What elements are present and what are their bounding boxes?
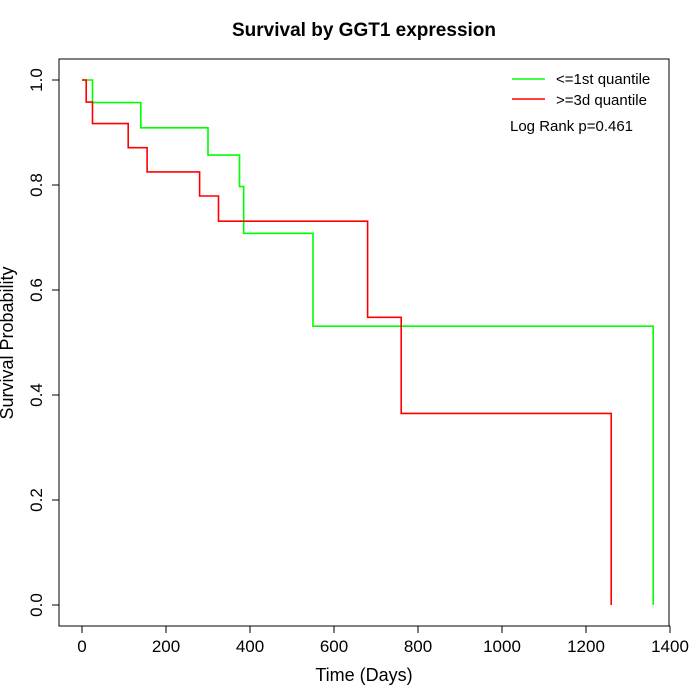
x-tick-label: 1400 — [651, 637, 689, 656]
series-line-low-quantile — [82, 79, 655, 605]
series-line-high-quantile — [82, 79, 613, 605]
y-tick-label: 0.4 — [27, 383, 46, 407]
plot-frame — [58, 58, 670, 627]
x-axis-label: Time (Days) — [315, 665, 412, 685]
legend-label-low: <=1st quantile — [556, 71, 650, 88]
legend-label-high: >=3d quantile — [556, 92, 647, 109]
y-tick-label: 0.8 — [27, 173, 46, 197]
y-tick-label: 1.0 — [27, 68, 46, 92]
x-axis: 0 200 400 600 800 1000 1200 1400 — [77, 625, 689, 656]
y-tick-label: 0.6 — [27, 278, 46, 302]
y-tick-label: 0.0 — [27, 593, 46, 617]
x-tick-label: 200 — [152, 637, 180, 656]
x-tick-label: 600 — [320, 637, 348, 656]
y-tick-label: 0.2 — [27, 488, 46, 512]
chart-title: Survival by GGT1 expression — [232, 20, 496, 41]
x-tick-label: 1200 — [567, 637, 605, 656]
x-tick-label: 0 — [77, 637, 86, 656]
x-tick-label: 400 — [236, 637, 264, 656]
legend: <=1st quantile >=3d quantile — [512, 71, 650, 109]
x-tick-label: 800 — [404, 637, 432, 656]
y-axis-label: Survival Probability — [0, 266, 17, 419]
x-tick-label: 1000 — [483, 637, 521, 656]
log-rank-annotation: Log Rank p=0.461 — [510, 118, 633, 135]
y-axis: 0.0 0.2 0.4 0.6 0.8 1.0 — [27, 68, 60, 617]
series-group — [82, 79, 655, 605]
